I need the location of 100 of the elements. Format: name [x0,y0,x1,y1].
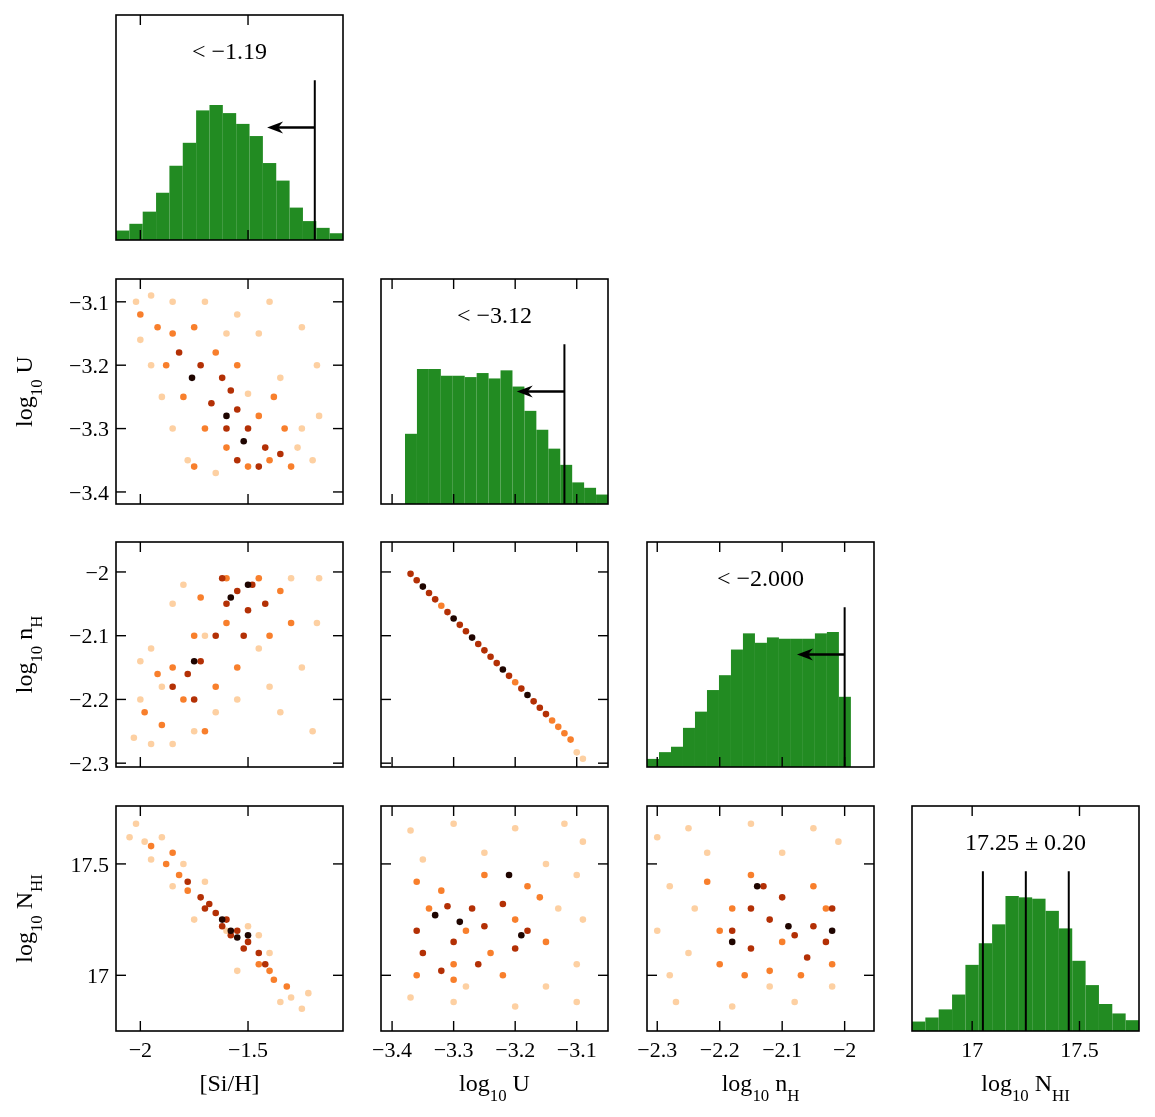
point [567,736,574,743]
point [169,298,176,306]
y-tick-label: −3.4 [69,479,109,505]
point [450,820,457,828]
point [147,842,155,850]
point [244,606,252,614]
point [180,581,187,588]
legend-label: < −3.12 [456,302,533,328]
legend-label: < −2.000 [716,565,805,591]
point [828,960,836,968]
point [158,683,166,690]
point [753,882,761,890]
point [255,412,263,420]
point [542,710,550,718]
point [261,600,269,608]
point [223,600,230,608]
point [283,983,291,990]
point [212,909,220,917]
point [309,728,316,735]
point [190,323,198,331]
point [287,575,295,582]
y-tick-label: −3.3 [69,416,109,442]
point [154,670,161,678]
point [218,916,226,923]
point [438,602,445,610]
point [542,938,550,946]
point [147,292,155,299]
point [298,664,306,671]
point [803,954,811,961]
point [554,905,562,912]
point [205,900,213,908]
y-tick-label: −2.1 [69,623,109,649]
point [180,860,187,868]
point [481,647,488,654]
point [188,374,196,382]
point [233,311,241,318]
point [270,393,278,401]
point [180,696,187,703]
point [212,708,220,716]
point [518,685,525,692]
point [703,878,711,886]
point [511,945,519,952]
point [261,444,269,451]
point [554,723,562,731]
point [548,717,556,724]
point [298,425,306,432]
point [407,570,414,578]
point [487,949,494,957]
point [579,916,587,923]
point [716,960,723,968]
point [685,949,692,957]
point [778,894,786,901]
point [270,976,278,984]
point [542,860,550,868]
x-tick-label: −1.5 [228,1037,268,1062]
x-tick-label: −2.1 [762,1037,803,1062]
point [419,583,427,590]
point [169,849,176,857]
y-tick-label: 17 [87,963,109,989]
text: 17.25 ± 0.20 [964,829,1087,855]
point [277,708,284,716]
point [728,905,736,912]
point [137,657,144,665]
point [313,361,321,369]
point [169,330,176,337]
point [828,983,836,990]
point [244,390,252,397]
point [444,608,451,616]
point [536,894,544,901]
x-axis-title: [Si/H] [199,1070,260,1096]
point [407,994,414,1001]
point [141,838,148,845]
point [287,619,295,627]
point [493,659,501,667]
x-tick-label: −2.3 [637,1037,678,1062]
point [468,905,476,912]
point [190,632,198,639]
point [227,387,235,394]
point [162,361,170,369]
point [778,849,786,857]
x-tick-label: 17 [961,1037,984,1062]
point [456,621,464,629]
point [212,349,220,356]
point [747,905,755,912]
point [653,927,661,935]
point [277,450,284,458]
point [255,960,263,968]
point [266,298,273,306]
point [227,927,235,935]
point [419,949,427,957]
point [305,989,312,997]
point [223,619,230,627]
point [760,882,767,890]
point [666,972,674,979]
x-tick-label: 17.5 [1060,1037,1099,1062]
point [747,820,755,828]
point [573,960,581,968]
point [828,905,836,912]
point [130,734,138,741]
point [579,838,587,845]
